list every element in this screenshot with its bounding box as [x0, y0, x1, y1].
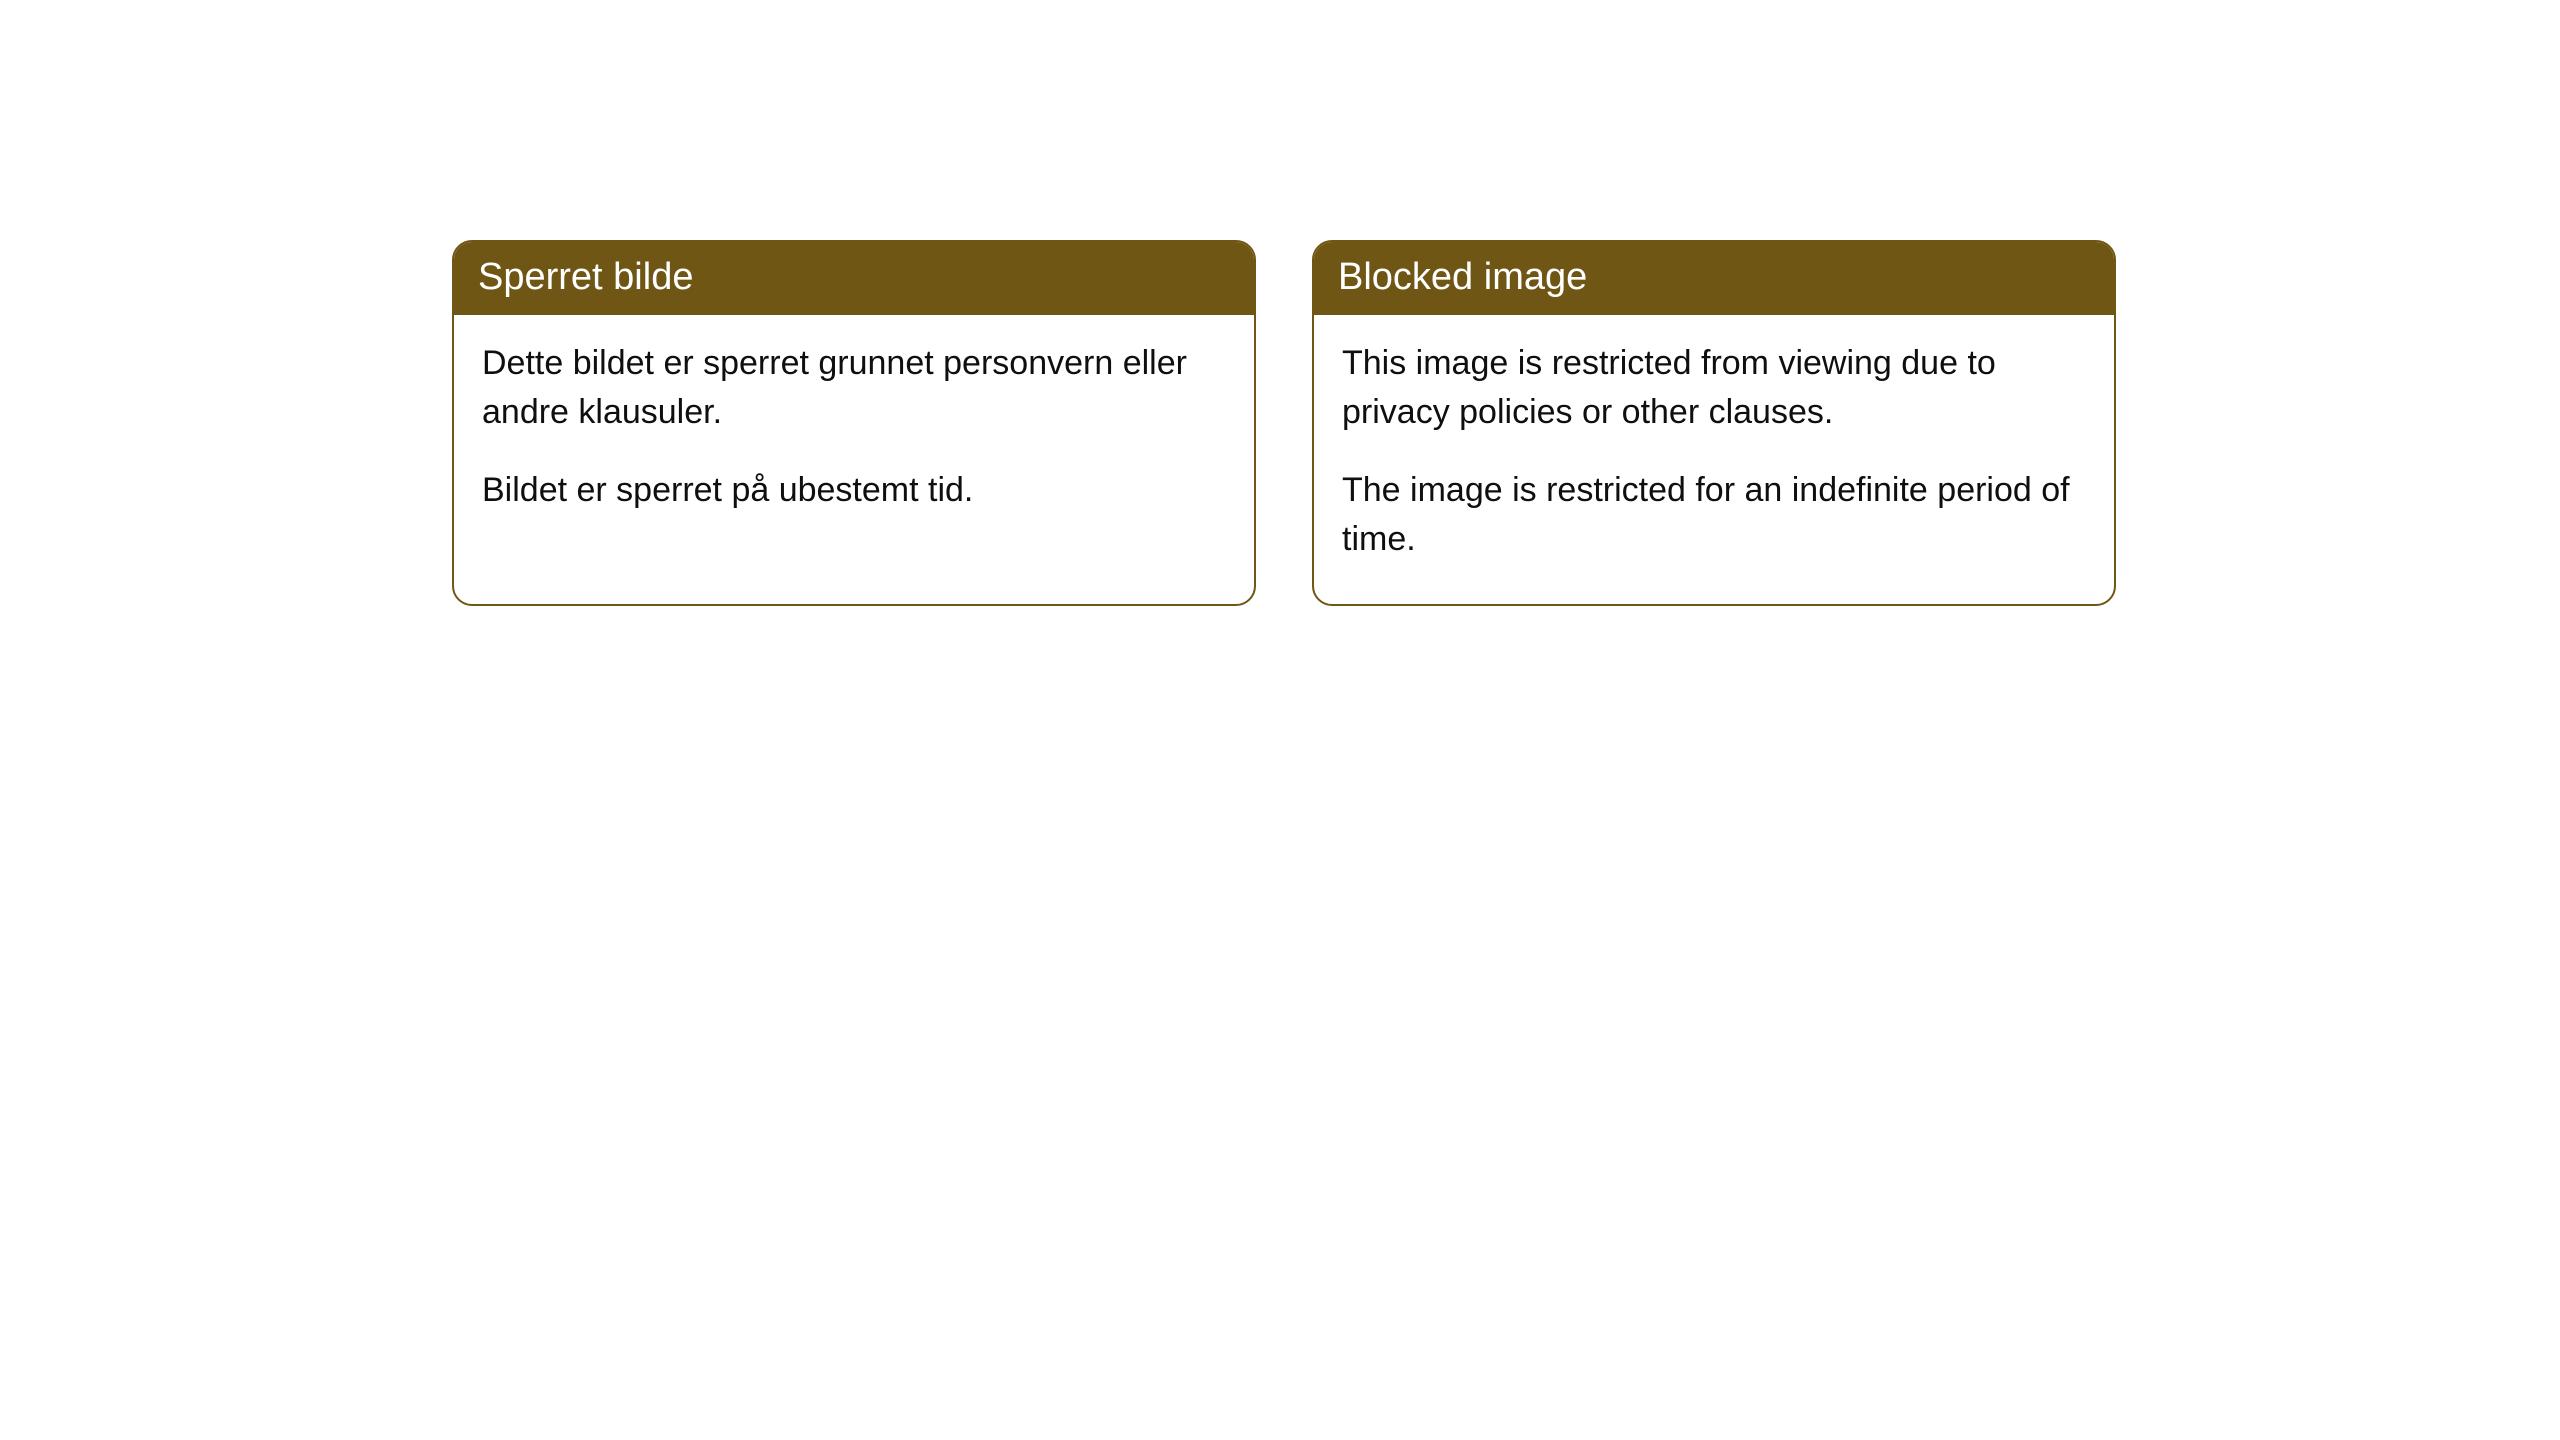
notice-card-body: Dette bildet er sperret grunnet personve… — [454, 315, 1254, 555]
notice-card-norwegian: Sperret bilde Dette bildet er sperret gr… — [452, 240, 1256, 606]
notice-card-paragraph: This image is restricted from viewing du… — [1342, 339, 2086, 438]
notice-card-title: Sperret bilde — [478, 256, 693, 298]
notice-card-header: Sperret bilde — [454, 242, 1254, 315]
notice-card-english: Blocked image This image is restricted f… — [1312, 240, 2116, 606]
notice-card-paragraph: The image is restricted for an indefinit… — [1342, 466, 2086, 565]
notice-card-title: Blocked image — [1338, 256, 1587, 298]
notice-card-paragraph: Dette bildet er sperret grunnet personve… — [482, 339, 1226, 438]
notice-card-body: This image is restricted from viewing du… — [1314, 315, 2114, 604]
notice-card-header: Blocked image — [1314, 242, 2114, 315]
notice-cards-container: Sperret bilde Dette bildet er sperret gr… — [452, 240, 2560, 606]
notice-card-paragraph: Bildet er sperret på ubestemt tid. — [482, 466, 1226, 515]
